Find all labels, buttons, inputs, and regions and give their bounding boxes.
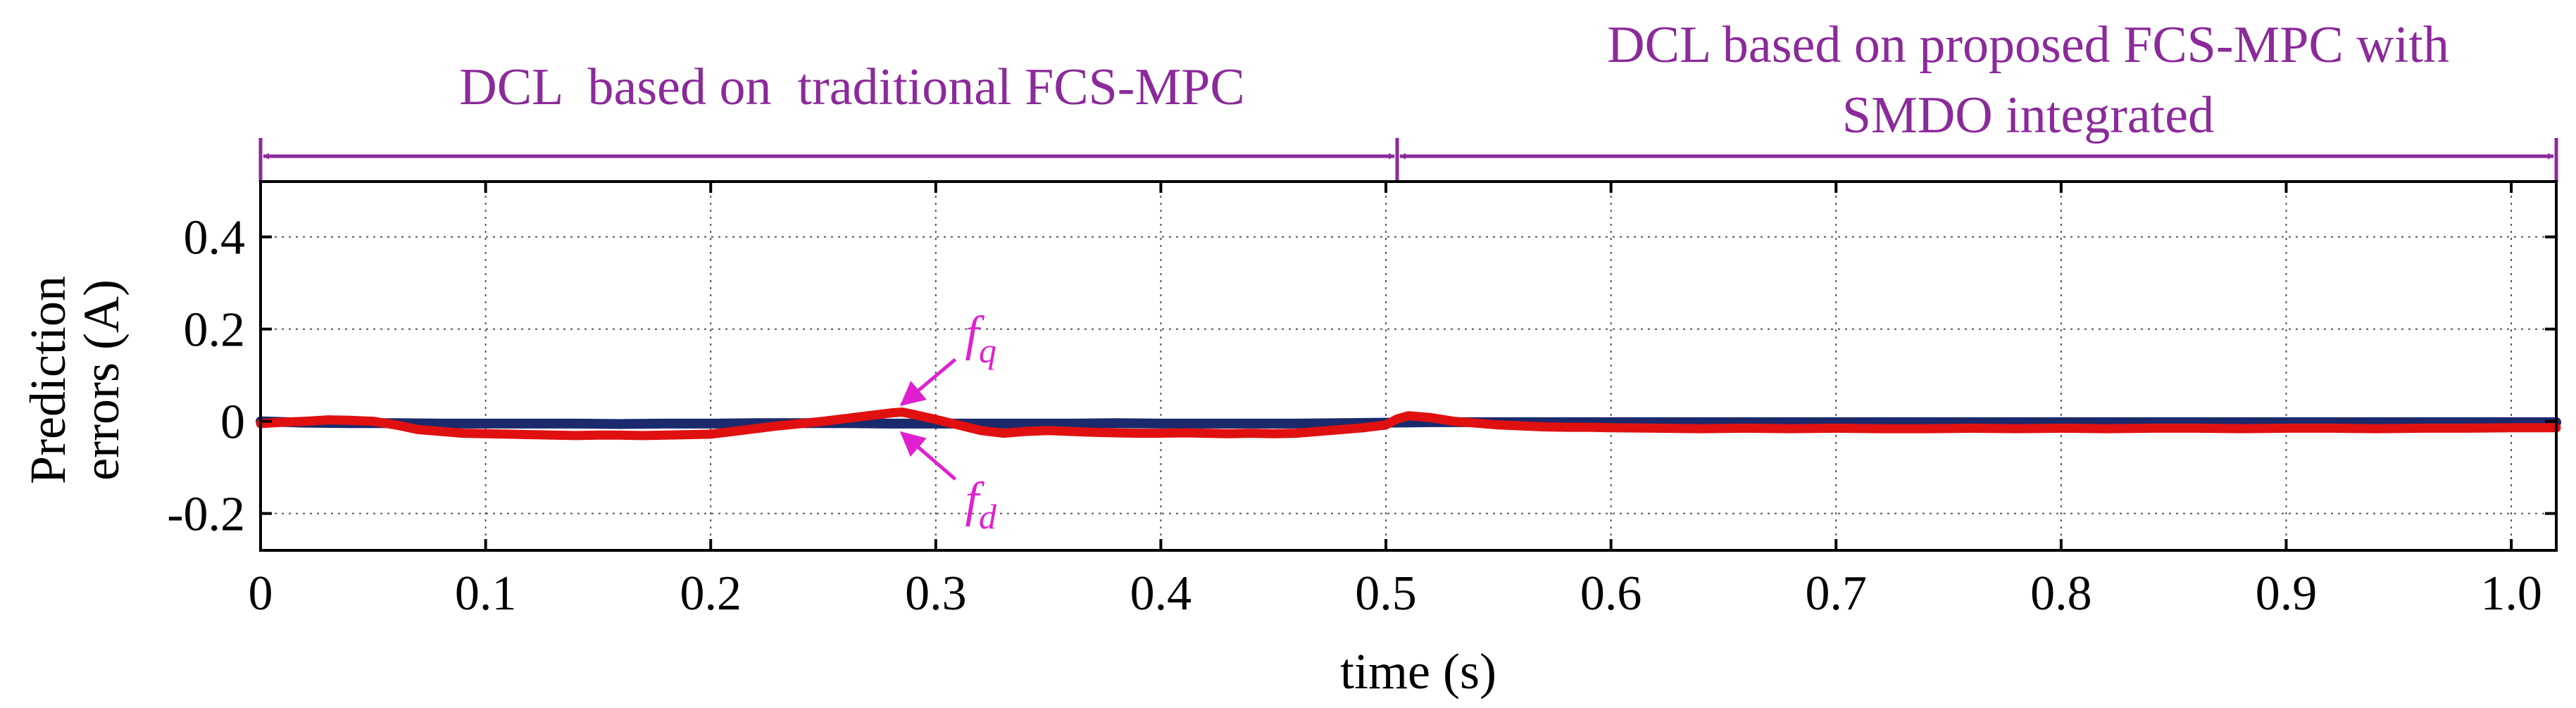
ticks: 0 0.1 0.2 0.3 0.4 0.5 0.6 0.7 0.8 0.9 1.0-0.200.20… — [167, 182, 2556, 621]
x-tick-label: 1.0 — [2480, 567, 2542, 621]
y-tick-label: -0.2 — [167, 488, 245, 542]
y-tick-label: 0 — [220, 396, 245, 450]
x-tick-label: 0.7 — [1806, 567, 1868, 621]
grid — [261, 182, 2556, 550]
region-label-proposed-line2: SMDO integrated — [1842, 87, 2214, 144]
series-line-f-d — [261, 422, 2556, 424]
x-tick-label: 0.6 — [1580, 567, 1642, 621]
annotation-label-q: fq — [965, 307, 996, 370]
x-tick-label: 0.8 — [2030, 567, 2092, 621]
series — [261, 412, 2556, 436]
x-tick-label: 0.3 — [905, 567, 967, 621]
annotation-arrow-d — [901, 433, 955, 479]
annotation-subscript: q — [979, 331, 996, 370]
y-tick-label: 0.2 — [184, 303, 246, 358]
annotation-arrow-q — [901, 360, 955, 405]
region-label-proposed-line1: DCL based on proposed FCS-MPC with — [1607, 16, 2449, 74]
x-tick-label: 0.5 — [1355, 567, 1417, 621]
region-annotations: DCL based on traditional FCS-MPC DCL bas… — [261, 16, 2556, 182]
x-tick-label: 0.1 — [455, 567, 517, 621]
chart: DCL based on traditional FCS-MPC DCL bas… — [0, 0, 2576, 708]
y-tick-label: 0.4 — [184, 211, 246, 265]
x-tick-label: 0 — [249, 567, 273, 621]
x-axis-label: time (s) — [1340, 643, 1496, 700]
x-tick-label: 0.9 — [2256, 567, 2318, 621]
x-tick-label: 0.2 — [680, 567, 742, 621]
region-label-traditional: DCL based on traditional FCS-MPC — [459, 58, 1245, 116]
y-axis-label-line1: Prediction — [20, 276, 76, 484]
y-axis-label-line2: errors (A) — [73, 279, 130, 481]
annotation-label-d: fd — [965, 473, 996, 536]
x-tick-label: 0.4 — [1130, 567, 1192, 621]
annotation-subscript: d — [979, 497, 997, 536]
